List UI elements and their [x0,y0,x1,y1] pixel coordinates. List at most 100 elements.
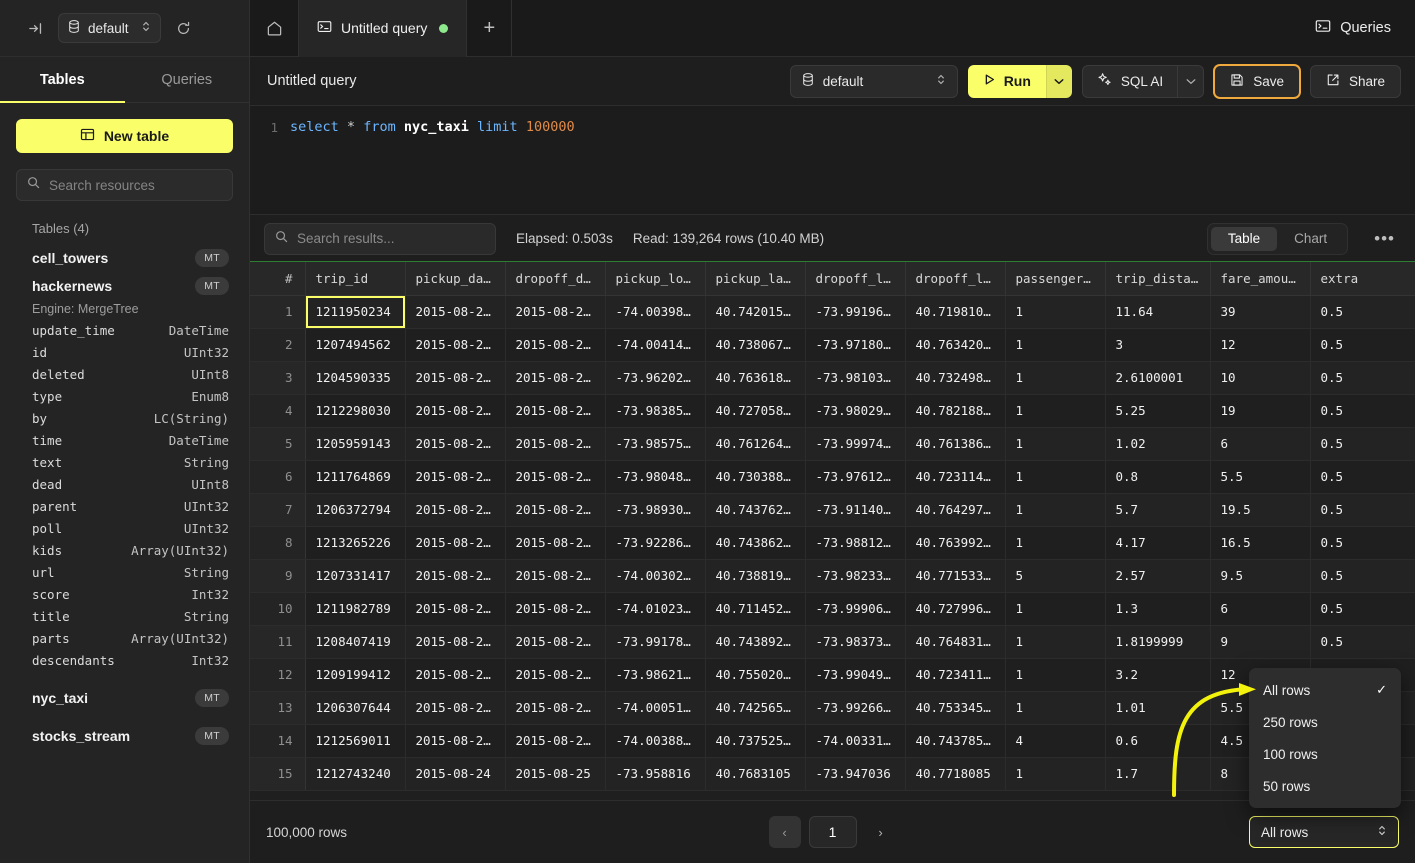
column-row[interactable]: dead UInt8 [0,474,249,496]
table-cell[interactable]: 5.25 [1105,394,1211,428]
table-cell[interactable]: 2015-08-25… [505,724,606,758]
table-cell[interactable]: 40.7613868… [905,427,1006,461]
table-cell[interactable]: 1 [1005,493,1106,527]
column-header[interactable]: pickup_lon… [605,262,706,296]
table-cell[interactable]: -73.958816 [605,757,706,791]
table-cell[interactable]: 0.6 [1105,724,1211,758]
query-tab-untitled-query[interactable]: Untitled query [298,0,468,57]
table-cell[interactable]: 40.7718085 [905,757,1006,791]
database-selector-toolbar[interactable]: default [789,64,958,98]
table-cell[interactable]: 40.7425651… [705,691,806,725]
table-cell[interactable]: 40.7636184… [705,361,806,395]
table-row[interactable]: 4 1212298030 2015-08-24… 2015-08-25… -73.983… [250,394,1415,428]
table-cell[interactable]: -73.990493… [805,658,906,692]
table-cell[interactable]: 2015-08-25… [505,394,606,428]
table-cell[interactable]: 2015-08-25 [505,757,606,791]
table-cell[interactable]: -73.999061… [805,592,906,626]
table-cell[interactable]: 11.64 [1105,295,1211,329]
column-row[interactable]: time DateTime [0,430,249,452]
table-cell[interactable]: -73.911407… [805,493,906,527]
row-number-cell[interactable]: 12 [250,658,306,692]
table-cell[interactable]: 2015-08-24… [405,691,506,725]
table-cell[interactable]: 1211982789 [305,592,406,626]
table-cell[interactable]: 2015-08-25… [505,361,606,395]
table-cell[interactable]: -73.999748… [805,427,906,461]
row-number-cell[interactable]: 9 [250,559,306,593]
table-cell[interactable]: -73.982330… [805,559,906,593]
tab-table-view[interactable]: Table [1210,226,1278,251]
home-icon[interactable] [250,0,298,57]
table-cell[interactable]: 2015-08-24… [405,559,506,593]
table-row[interactable]: 1 1211950234 2015-08-24… 2015-08-25… -74.003… [250,295,1415,329]
table-cell[interactable]: 9.5 [1210,559,1311,593]
table-cell[interactable]: -74.010238… [605,592,706,626]
table-cell[interactable]: 2015-08-24… [405,493,506,527]
table-cell[interactable]: 1207331417 [305,559,406,593]
table-cell[interactable]: 1211950234 [305,295,406,329]
table-cell[interactable]: 1206372794 [305,493,406,527]
table-cell[interactable]: 40.7639923… [905,526,1006,560]
table-cell[interactable]: 2015-08-25… [505,526,606,560]
table-cell[interactable]: 1 [1005,757,1106,791]
table-row[interactable]: 9 1207331417 2015-08-24… 2015-08-25… -74.003… [250,559,1415,593]
table-cell[interactable]: -73.980293… [805,394,906,428]
table-cell[interactable]: 2015-08-24… [405,427,506,461]
column-row[interactable]: type Enum8 [0,386,249,408]
results-table-container[interactable]: # trip_id pickup_dat… dropoff_da… pickup_lon… [250,262,1415,800]
table-cell[interactable]: 2015-08-25… [505,460,606,494]
table-cell[interactable]: -74.003883… [605,724,706,758]
table-cell[interactable]: 40.7648315… [905,625,1006,659]
table-cell[interactable]: 0.5 [1310,592,1415,626]
table-cell[interactable]: 0.5 [1310,394,1415,428]
table-cell[interactable]: 1213265226 [305,526,406,560]
column-header[interactable]: dropoff_da… [505,262,606,296]
table-cell[interactable]: 0.5 [1310,427,1415,461]
table-cell[interactable]: 40.7437629… [705,493,806,527]
panel-collapse-icon[interactable] [22,15,48,41]
table-cell[interactable]: 2015-08-25… [505,592,606,626]
table-cell[interactable]: 40.7114524… [705,592,806,626]
prev-page-button[interactable]: ‹ [768,816,801,848]
table-cell[interactable]: -74.003982… [605,295,706,329]
table-cell[interactable]: 2015-08-24… [405,361,506,395]
table-cell[interactable]: 40.7198104… [905,295,1006,329]
table-cell[interactable]: 2.57 [1105,559,1211,593]
refresh-icon[interactable] [171,15,197,41]
table-cell[interactable]: 6 [1210,592,1311,626]
column-row[interactable]: url String [0,562,249,584]
table-cell[interactable]: -73.985755… [605,427,706,461]
table-cell[interactable]: 40.7612648… [705,427,806,461]
table-cell[interactable]: 2015-08-24… [405,394,506,428]
table-cell[interactable]: 40.7634201… [905,328,1006,362]
column-row[interactable]: descendants Int32 [0,650,249,672]
table-item-stocks_stream[interactable]: stocks_stream MT [0,722,249,750]
table-cell[interactable]: -73.962028… [605,361,706,395]
table-cell[interactable]: 1 [1005,394,1106,428]
column-header[interactable]: passenger_… [1005,262,1106,296]
table-cell[interactable]: 1 [1005,691,1106,725]
table-cell[interactable]: 2.6100001 [1105,361,1211,395]
table-cell[interactable]: 1 [1005,361,1106,395]
table-cell[interactable]: -73.992660… [805,691,906,725]
table-cell[interactable]: 0.5 [1310,526,1415,560]
column-row[interactable]: deleted UInt8 [0,364,249,386]
dropdown-item-250-rows[interactable]: 250 rows [1249,706,1401,738]
database-selector-topbar[interactable]: default [58,13,161,43]
table-cell[interactable]: 1212298030 [305,394,406,428]
table-cell[interactable]: 1 [1005,592,1106,626]
row-number-cell[interactable]: 14 [250,724,306,758]
column-row[interactable]: score Int32 [0,584,249,606]
search-results-input[interactable] [297,231,485,246]
table-row[interactable]: 2 1207494562 2015-08-24… 2015-08-25… -74.004… [250,328,1415,362]
table-cell[interactable]: 0.5 [1310,361,1415,395]
table-cell[interactable]: 40.7437858… [905,724,1006,758]
table-cell[interactable]: 1.3 [1105,592,1211,626]
table-cell[interactable]: 1207494562 [305,328,406,362]
table-cell[interactable]: 2015-08-25… [505,328,606,362]
table-cell[interactable]: -73.947036 [805,757,906,791]
table-cell[interactable]: 4 [1005,724,1106,758]
table-cell[interactable]: 12 [1210,328,1311,362]
save-button[interactable]: Save [1214,64,1300,98]
column-row[interactable]: title String [0,606,249,628]
dropdown-item-100-rows[interactable]: 100 rows [1249,738,1401,770]
